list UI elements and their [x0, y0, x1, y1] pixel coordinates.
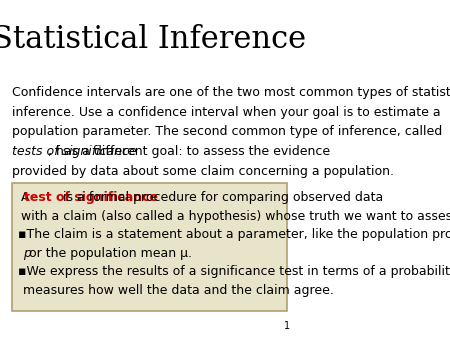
Text: measures how well the data and the claim agree.: measures how well the data and the claim…	[23, 284, 334, 297]
Text: 1: 1	[284, 321, 290, 331]
FancyBboxPatch shape	[12, 183, 287, 311]
Text: A: A	[21, 191, 33, 204]
Text: is a formal procedure for comparing observed data: is a formal procedure for comparing obse…	[59, 191, 383, 204]
Text: with a claim (also called a hypothesis) whose truth we want to assess.: with a claim (also called a hypothesis) …	[21, 210, 450, 222]
Text: ▪The claim is a statement about a parameter, like the population proportion: ▪The claim is a statement about a parame…	[18, 228, 450, 241]
Text: tests of significance: tests of significance	[12, 145, 137, 158]
Text: , has a different goal: to assess the evidence: , has a different goal: to assess the ev…	[48, 145, 330, 158]
Text: Statistical Inference: Statistical Inference	[0, 24, 306, 55]
Text: inference. Use a confidence interval when your goal is to estimate a: inference. Use a confidence interval whe…	[12, 106, 441, 119]
Text: population parameter. The second common type of inference, called: population parameter. The second common …	[12, 125, 442, 138]
Text: p: p	[23, 247, 31, 260]
Text: ▪We express the results of a significance test in terms of a probability that: ▪We express the results of a significanc…	[18, 265, 450, 278]
Text: Confidence intervals are one of the two most common types of statistical: Confidence intervals are one of the two …	[12, 86, 450, 99]
Text: provided by data about some claim concerning a population.: provided by data about some claim concer…	[12, 165, 394, 177]
Text: or the population mean μ.: or the population mean μ.	[25, 247, 192, 260]
Text: test of significance: test of significance	[24, 191, 158, 204]
